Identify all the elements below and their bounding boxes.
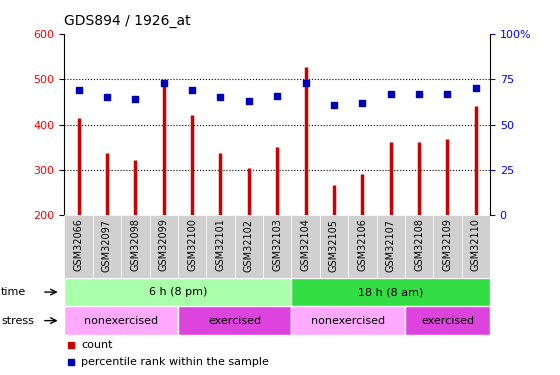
Point <box>301 80 310 86</box>
Text: GSM32105: GSM32105 <box>329 219 339 272</box>
Bar <box>150 216 178 278</box>
Bar <box>178 216 206 278</box>
Text: GSM32106: GSM32106 <box>357 219 367 272</box>
Bar <box>121 216 150 278</box>
Text: GSM32097: GSM32097 <box>102 219 112 272</box>
Point <box>244 98 253 104</box>
Bar <box>206 216 235 278</box>
Text: GSM32103: GSM32103 <box>272 219 282 272</box>
Text: 6 h (8 pm): 6 h (8 pm) <box>149 287 207 297</box>
Bar <box>433 216 461 278</box>
Text: percentile rank within the sample: percentile rank within the sample <box>81 357 269 367</box>
Point <box>74 87 83 93</box>
Text: GSM32066: GSM32066 <box>73 219 83 272</box>
Bar <box>64 278 291 306</box>
Point <box>216 94 225 100</box>
Point <box>414 91 423 97</box>
Bar <box>376 216 405 278</box>
Text: GSM32098: GSM32098 <box>130 219 141 272</box>
Bar <box>235 216 263 278</box>
Bar <box>461 216 490 278</box>
Text: GSM32100: GSM32100 <box>187 219 197 272</box>
Point <box>472 85 480 91</box>
Point <box>358 100 367 106</box>
Bar <box>291 216 320 278</box>
Bar <box>291 306 405 335</box>
Point <box>273 93 282 99</box>
Bar <box>348 216 376 278</box>
Text: GSM32107: GSM32107 <box>386 219 396 272</box>
Text: GDS894 / 1926_at: GDS894 / 1926_at <box>64 14 191 28</box>
Bar <box>64 306 178 335</box>
Text: exercised: exercised <box>421 316 474 326</box>
Bar <box>64 216 93 278</box>
Point <box>329 102 338 108</box>
Bar <box>320 216 348 278</box>
Point <box>443 91 452 97</box>
Text: GSM32110: GSM32110 <box>471 219 481 272</box>
Bar <box>405 306 490 335</box>
Point <box>386 91 395 97</box>
Point <box>188 87 197 93</box>
Text: 18 h (8 am): 18 h (8 am) <box>358 287 423 297</box>
Text: nonexercised: nonexercised <box>84 316 158 326</box>
Bar <box>291 278 490 306</box>
Text: GSM32109: GSM32109 <box>442 219 452 272</box>
Bar <box>178 306 291 335</box>
Bar <box>405 216 433 278</box>
Text: GSM32102: GSM32102 <box>244 219 254 272</box>
Bar <box>93 216 121 278</box>
Point <box>159 80 168 86</box>
Text: GSM32101: GSM32101 <box>216 219 226 272</box>
Text: nonexercised: nonexercised <box>311 316 385 326</box>
Text: exercised: exercised <box>208 316 261 326</box>
Text: count: count <box>81 340 113 350</box>
Text: stress: stress <box>1 316 34 326</box>
Point <box>131 96 140 102</box>
Text: GSM32104: GSM32104 <box>301 219 311 272</box>
Point <box>102 94 111 100</box>
Text: GSM32108: GSM32108 <box>414 219 424 272</box>
Text: GSM32099: GSM32099 <box>158 219 169 272</box>
Text: time: time <box>1 287 26 297</box>
Bar <box>263 216 291 278</box>
